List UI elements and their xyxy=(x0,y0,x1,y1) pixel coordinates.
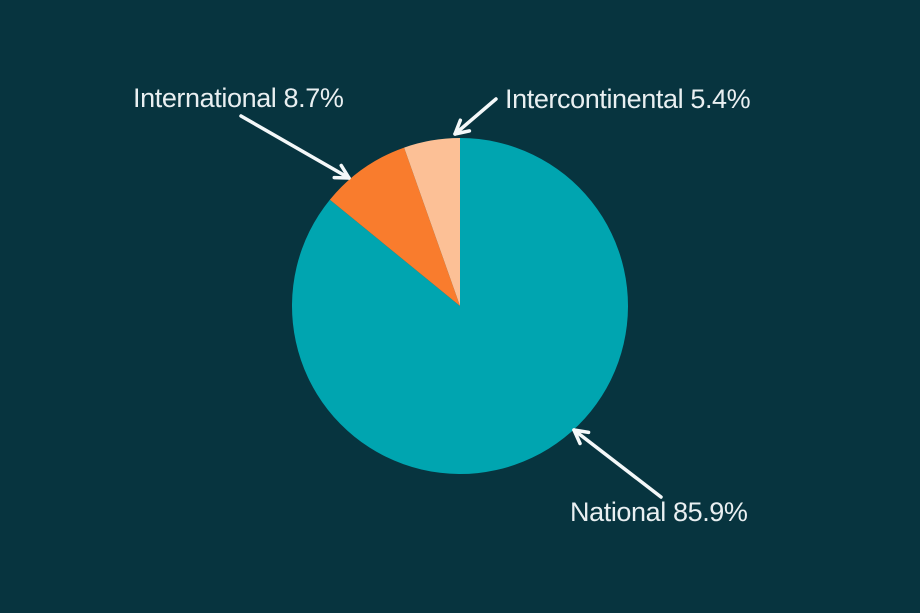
label-intercontinental: Intercontinental 5.4% xyxy=(505,84,751,114)
arrow-international xyxy=(239,114,351,180)
label-arrows xyxy=(239,97,663,499)
pie-slice-international xyxy=(329,147,460,306)
pie-slice-national xyxy=(291,138,628,474)
pie-slice-intercontinental xyxy=(404,138,460,306)
arrow-intercontinental xyxy=(453,97,498,136)
label-national: National 85.9% xyxy=(570,497,748,527)
label-international: International 8.7% xyxy=(133,83,344,113)
arrow-national xyxy=(572,428,663,499)
pie-slices xyxy=(291,138,628,474)
